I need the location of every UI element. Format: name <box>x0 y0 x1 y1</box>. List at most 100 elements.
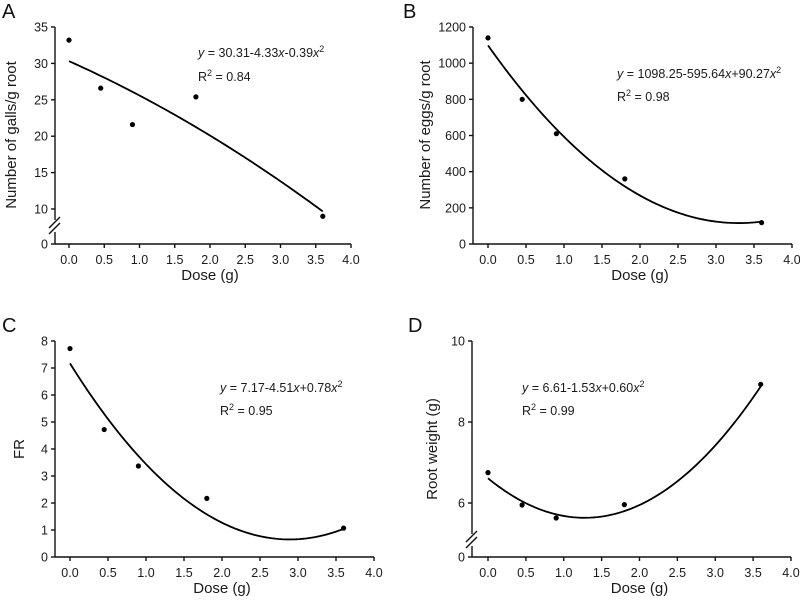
eq-body2: -0.39 <box>285 46 314 60</box>
y-tick-label: 6 <box>458 497 465 511</box>
x-tick-label: 2.0 <box>631 566 648 580</box>
eq-x2: x <box>769 67 777 81</box>
r2-sup: 2 <box>531 402 536 412</box>
y-tick-label: 15 <box>34 166 48 180</box>
r-squared: R2 = 0.99 <box>522 402 575 418</box>
x-tick-label: 2.0 <box>631 253 648 267</box>
x-tick-label: 2.5 <box>251 566 268 580</box>
eq-x: x <box>277 46 285 60</box>
fit-equation: y = 1098.25-595.64x+90.27x2 <box>616 65 781 81</box>
fit-curve <box>487 44 762 224</box>
x-tick-label: 2.0 <box>201 253 218 267</box>
eq-body2: +0.78 <box>300 381 332 395</box>
eq-body2: +90.27 <box>731 67 770 81</box>
r2-sup: 2 <box>626 88 631 98</box>
y-tick-label: 0 <box>41 238 48 252</box>
axis-break-mark <box>465 536 478 549</box>
x-tick-label: 0.5 <box>517 566 534 580</box>
data-point <box>553 131 560 137</box>
r2-value: = 0.95 <box>234 404 273 418</box>
y-tick-label: 8 <box>458 416 465 430</box>
x-tick-label: 1.0 <box>555 253 572 267</box>
panel-b: B 0 200 400 600 800 1000 1200 0.0 0.5 1.0 1.5 2.0 2.5… <box>403 1 800 284</box>
r2-value: = 0.99 <box>536 404 575 418</box>
r-squared: R2 = 0.98 <box>617 88 670 104</box>
eq-y: y <box>197 46 205 60</box>
x-axis-title: Dose (g) <box>611 267 669 284</box>
r2-r: R <box>617 90 626 104</box>
eq-x2: x <box>632 381 640 395</box>
x-tick-label: 0.0 <box>61 566 78 580</box>
x-tick-label: 3.5 <box>307 253 324 267</box>
x-tick-label: 0.5 <box>517 253 534 267</box>
x-tick-label: 3.0 <box>272 253 289 267</box>
axis-break-mark <box>48 216 61 229</box>
eq-y: y <box>521 381 529 395</box>
x-tick-label: 0.5 <box>96 253 113 267</box>
axis-break-mark <box>48 222 61 235</box>
fit-equation: y = 30.31-4.33x-0.39x2 <box>197 44 324 60</box>
panel-c: C 0 1 2 3 4 5 6 7 8 0.0 0.5 1.0 1.5 2.0 2.5 3.0 3.5 4.0 Dos… <box>2 315 383 597</box>
x-axis-title: Dose (g) <box>181 267 239 284</box>
r2-r: R <box>220 404 229 418</box>
y-tick-label: 6 <box>41 389 48 403</box>
x-tick-label: 3.5 <box>327 566 344 580</box>
y-tick-label: 0 <box>459 238 466 252</box>
y-tick-label: 10 <box>451 335 465 349</box>
y-axis-title: Root weight (g) <box>424 398 441 500</box>
data-point <box>135 463 141 469</box>
data-point <box>67 345 73 352</box>
data-point <box>320 213 326 219</box>
x-tick-label: 1.0 <box>137 566 154 580</box>
data-point <box>485 35 491 41</box>
x-tick-label: 4.0 <box>342 253 359 267</box>
eq-x2: x <box>312 46 320 60</box>
y-tick-label: 800 <box>445 93 466 107</box>
x-tick-label: 1.5 <box>175 566 192 580</box>
y-tick-label: 2 <box>41 497 48 511</box>
x-tick-label: 0.0 <box>479 253 496 267</box>
r-squared: R2 = 0.95 <box>220 402 273 418</box>
panel-a: A 0 10 15 20 25 30 35 0.0 0.5 1.0 1.5 2.0 2.5 3.0 3.5 4.… <box>2 1 360 284</box>
y-tick-label: 5 <box>41 416 48 430</box>
eq-x: x <box>292 381 300 395</box>
y-tick-label: 1 <box>41 524 48 538</box>
eq-x: x <box>724 67 732 81</box>
eq-body: = 1098.25-595.64 <box>623 67 725 81</box>
x-tick-label: 3.0 <box>707 566 724 580</box>
y-tick-label: 0 <box>458 551 465 565</box>
eq-sup: 2 <box>776 65 781 75</box>
x-tick-label: 0.0 <box>60 253 77 267</box>
y-axis-title: FR <box>11 439 28 459</box>
r2-sup: 2 <box>207 68 212 78</box>
x-tick-label: 4.0 <box>782 566 799 580</box>
data-point <box>553 515 559 521</box>
x-tick-label: 3.5 <box>744 566 761 580</box>
eq-body: = 30.31-4.33 <box>204 46 278 60</box>
r2-r: R <box>522 404 531 418</box>
r2-r: R <box>198 70 207 84</box>
fit-curve <box>68 60 324 213</box>
y-tick-label: 200 <box>445 201 466 215</box>
data-point <box>66 37 72 43</box>
data-point <box>759 220 765 226</box>
data-point <box>622 176 628 182</box>
eq-body: = 7.17-4.51 <box>226 381 293 395</box>
eq-body2: +0.60 <box>602 381 634 395</box>
r2-value: = 0.84 <box>212 70 251 84</box>
y-tick-label: 600 <box>445 129 466 143</box>
x-tick-label: 0.0 <box>479 566 496 580</box>
data-point <box>519 502 525 508</box>
x-tick-label: 4.0 <box>365 566 382 580</box>
data-point <box>204 495 210 502</box>
x-tick-label: 1.5 <box>593 253 610 267</box>
eq-y: y <box>219 381 227 395</box>
y-axis-title: Number of galls/g root <box>3 60 20 208</box>
y-tick-label: 0 <box>41 551 48 565</box>
eq-body: = 6.61-1.53 <box>528 381 595 395</box>
y-tick-label: 4 <box>41 443 48 457</box>
y-tick-label: 8 <box>41 335 48 349</box>
x-tick-label: 1.5 <box>593 566 610 580</box>
panel-letter: B <box>403 1 416 23</box>
